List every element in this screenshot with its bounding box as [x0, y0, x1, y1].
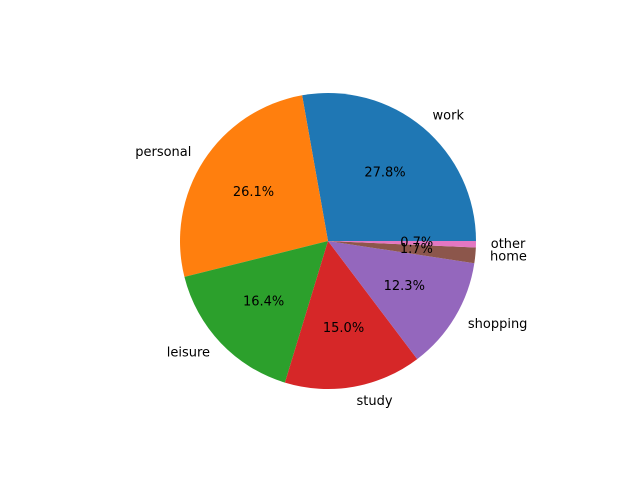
slice-label-work: work [433, 109, 465, 124]
percent-label-personal: 26.1% [233, 185, 274, 200]
percent-label-other: 0.7% [400, 235, 433, 250]
percent-label-shopping: 12.3% [384, 279, 425, 294]
percent-label-home: 1.7% [400, 242, 433, 257]
pie-slices [179, 92, 476, 389]
slice-label-other: other [491, 237, 526, 252]
pie-slice-work [302, 92, 476, 241]
slice-labels: work personal leisure study shopping homeothe… [135, 109, 527, 409]
pie-slice-home [328, 241, 476, 264]
slice-label-home: home [490, 249, 527, 264]
pie-slice-shopping [328, 241, 475, 360]
slice-label-shopping: shopping [468, 317, 528, 332]
percent-labels: 27.8% 26.1% 16.4% 15.0% 12.3% 1.7%0.7% [233, 165, 433, 335]
percent-label-work: 27.8% [364, 165, 405, 180]
pie-slice-leisure [184, 241, 328, 383]
pie-slice-personal [179, 95, 328, 277]
pie-slice-study [284, 241, 418, 389]
percent-label-study: 15.0% [323, 321, 364, 336]
percent-label-leisure: 16.4% [243, 295, 284, 310]
slice-label-personal: personal [135, 145, 191, 160]
pie-slice-other [328, 241, 476, 248]
slice-label-leisure: leisure [167, 346, 210, 361]
slice-label-study: study [356, 394, 392, 409]
